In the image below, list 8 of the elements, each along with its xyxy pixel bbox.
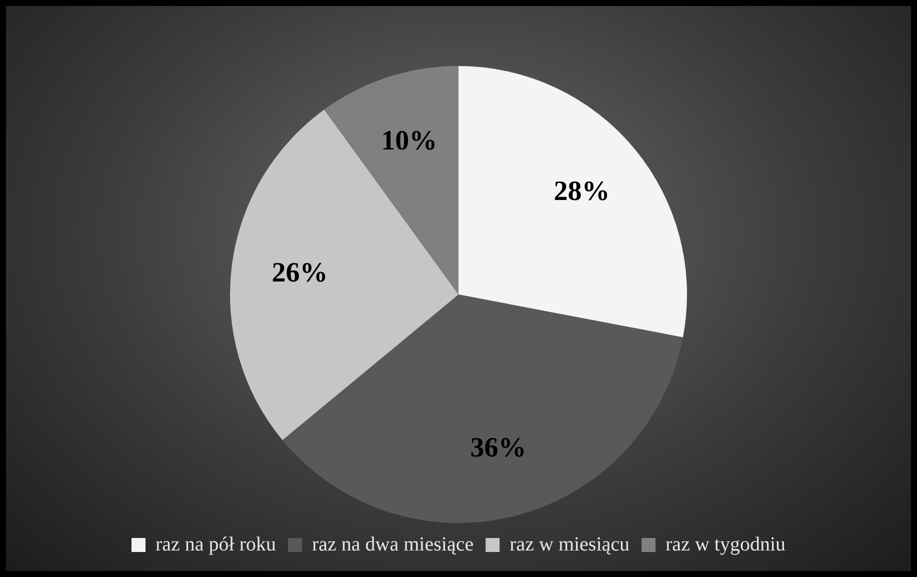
- legend-label: raz w tygodniu: [666, 533, 786, 556]
- legend-label: raz na dwa miesiące: [312, 533, 474, 556]
- data-label: 36%: [470, 432, 526, 464]
- legend-label: raz w miesiącu: [510, 533, 630, 556]
- legend-label: raz na pół roku: [156, 533, 276, 556]
- data-label: 10%: [381, 126, 438, 157]
- data-label: 28%: [554, 176, 610, 207]
- data-label: 26%: [272, 258, 328, 289]
